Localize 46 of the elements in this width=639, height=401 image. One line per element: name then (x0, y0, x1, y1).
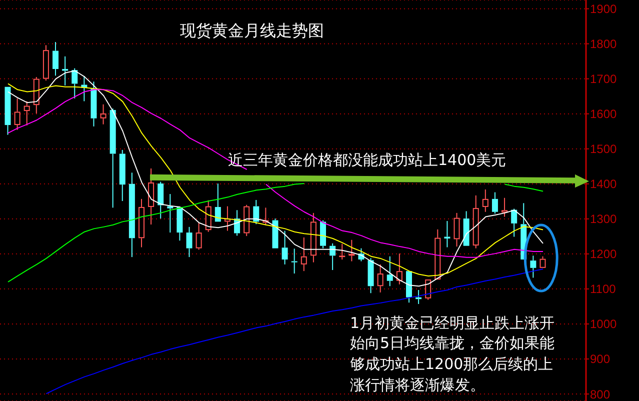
candlestick (186, 226, 192, 258)
y-tick-label: 1300 (590, 212, 618, 226)
y-tick-label: 1400 (590, 177, 618, 192)
candlestick (386, 256, 393, 287)
y-tick-label: 1200 (590, 247, 618, 262)
candlestick (348, 239, 355, 262)
candlestick (138, 198, 144, 248)
candlestick (167, 194, 174, 234)
y-tick-label: 800 (590, 387, 610, 401)
y-tick-label: 1100 (590, 282, 616, 296)
candlestick (110, 108, 116, 208)
y-tick-label: 1800 (590, 37, 618, 52)
text: 现货黄金月线走势图 (180, 21, 324, 41)
candlestick (463, 210, 470, 246)
candlestick (214, 183, 221, 222)
candlestick (454, 212, 460, 248)
candlestick (119, 149, 126, 202)
candlestick (472, 194, 479, 249)
y-tick-label: 900 (590, 352, 610, 366)
candlestick (482, 188, 488, 212)
candlestick (377, 264, 384, 293)
candlestick (244, 204, 250, 237)
candlestick (282, 230, 288, 265)
y-tick-label: 1900 (590, 2, 618, 16)
candlestick (4, 86, 11, 136)
candlestick (368, 258, 374, 294)
candlestick (176, 206, 183, 242)
candlestick (339, 243, 346, 260)
y-tick-label: 1500 (590, 142, 618, 156)
candlestick (540, 256, 546, 268)
candlestick (291, 248, 298, 274)
candlestick (444, 220, 450, 248)
y-tick-label: 1000 (590, 317, 618, 332)
candlestick (33, 76, 40, 114)
annotation: 1月初黄金已经明显止跌上涨开始向5日均线靠拢，金价如果能够成功站上1200那么后续的上涨行情将逐渐爆发。 (350, 312, 556, 396)
candlestick (128, 172, 135, 258)
candlestick (530, 255, 536, 278)
candlestick (434, 228, 441, 280)
candlestick (300, 236, 307, 272)
y-tick-label: 1600 (590, 107, 618, 122)
candlestick (511, 208, 518, 238)
candlestick (52, 42, 59, 76)
candlestick (272, 218, 278, 248)
candlestick (100, 104, 106, 125)
candlestick (396, 253, 402, 285)
y-tick-label: 1700 (590, 72, 618, 86)
